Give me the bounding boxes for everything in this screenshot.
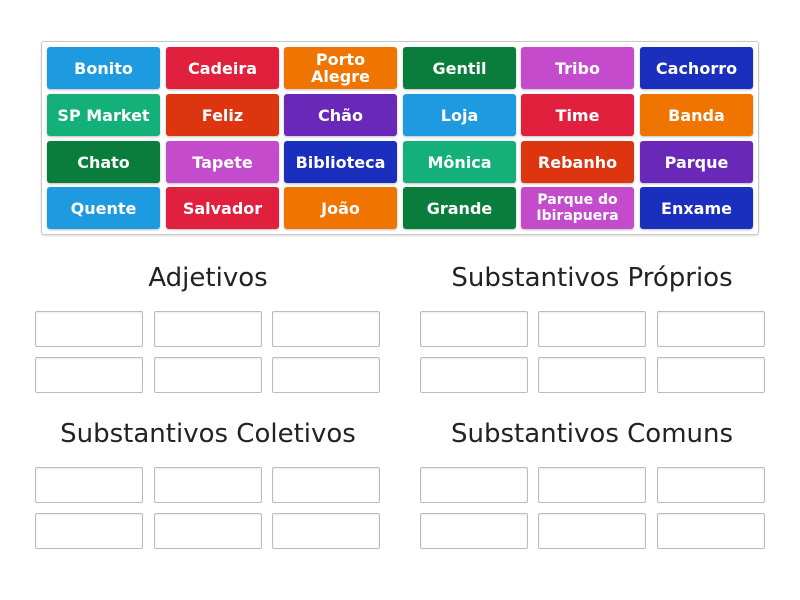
drop-slot[interactable] (154, 311, 262, 347)
word-tile[interactable]: Tapete (166, 141, 279, 183)
word-tile[interactable]: Parque do Ibirapuera (521, 187, 634, 229)
word-tile[interactable]: Salvador (166, 187, 279, 229)
drop-slot[interactable] (35, 467, 143, 503)
drop-slot[interactable] (272, 311, 380, 347)
word-tile[interactable]: Parque (640, 141, 753, 183)
drop-slot[interactable] (538, 311, 646, 347)
drop-slot[interactable] (272, 467, 380, 503)
word-tile[interactable]: Rebanho (521, 141, 634, 183)
word-tile[interactable]: Loja (403, 94, 516, 136)
drop-slot[interactable] (154, 467, 262, 503)
drop-slot[interactable] (420, 311, 528, 347)
word-tile[interactable]: Quente (47, 187, 160, 229)
drop-slot[interactable] (35, 311, 143, 347)
drop-slot[interactable] (538, 357, 646, 393)
word-tile[interactable]: Gentil (403, 47, 516, 89)
word-tile[interactable]: Feliz (166, 94, 279, 136)
word-tile[interactable]: Chato (47, 141, 160, 183)
drop-slot[interactable] (420, 513, 528, 549)
group-title: Substantivos Comuns (450, 419, 734, 449)
word-tile[interactable]: Cachorro (640, 47, 753, 89)
word-tile[interactable]: Biblioteca (284, 141, 397, 183)
drop-slot[interactable] (272, 513, 380, 549)
drop-slot[interactable] (35, 513, 143, 549)
word-tile[interactable]: Tribo (521, 47, 634, 89)
drop-slot[interactable] (657, 311, 765, 347)
drop-slot[interactable] (420, 467, 528, 503)
word-tile[interactable]: Banda (640, 94, 753, 136)
word-tile[interactable]: Chão (284, 94, 397, 136)
drop-slot[interactable] (538, 467, 646, 503)
group-title: Substantivos Próprios (451, 263, 733, 293)
word-tile[interactable]: Porto Alegre (284, 47, 397, 89)
drop-slot[interactable] (657, 357, 765, 393)
word-tile[interactable]: Mônica (403, 141, 516, 183)
group-title: Substantivos Coletivos (60, 419, 356, 449)
drop-slot[interactable] (154, 513, 262, 549)
group-title: Adjetivos (148, 263, 268, 293)
drop-slot[interactable] (538, 513, 646, 549)
word-tile[interactable]: Time (521, 94, 634, 136)
word-tile[interactable]: SP Market (47, 94, 160, 136)
drop-slot[interactable] (657, 513, 765, 549)
drop-slot[interactable] (657, 467, 765, 503)
word-tile[interactable]: Enxame (640, 187, 753, 229)
word-tile[interactable]: Cadeira (166, 47, 279, 89)
drop-slot[interactable] (35, 357, 143, 393)
word-tile[interactable]: Bonito (47, 47, 160, 89)
word-tile[interactable]: João (284, 187, 397, 229)
drop-slot[interactable] (272, 357, 380, 393)
drop-slot[interactable] (420, 357, 528, 393)
word-tile[interactable]: Grande (403, 187, 516, 229)
word-tiles-panel: Bonito Cadeira Porto Alegre Gentil Tribo Cach… (41, 41, 759, 235)
drop-slot[interactable] (154, 357, 262, 393)
